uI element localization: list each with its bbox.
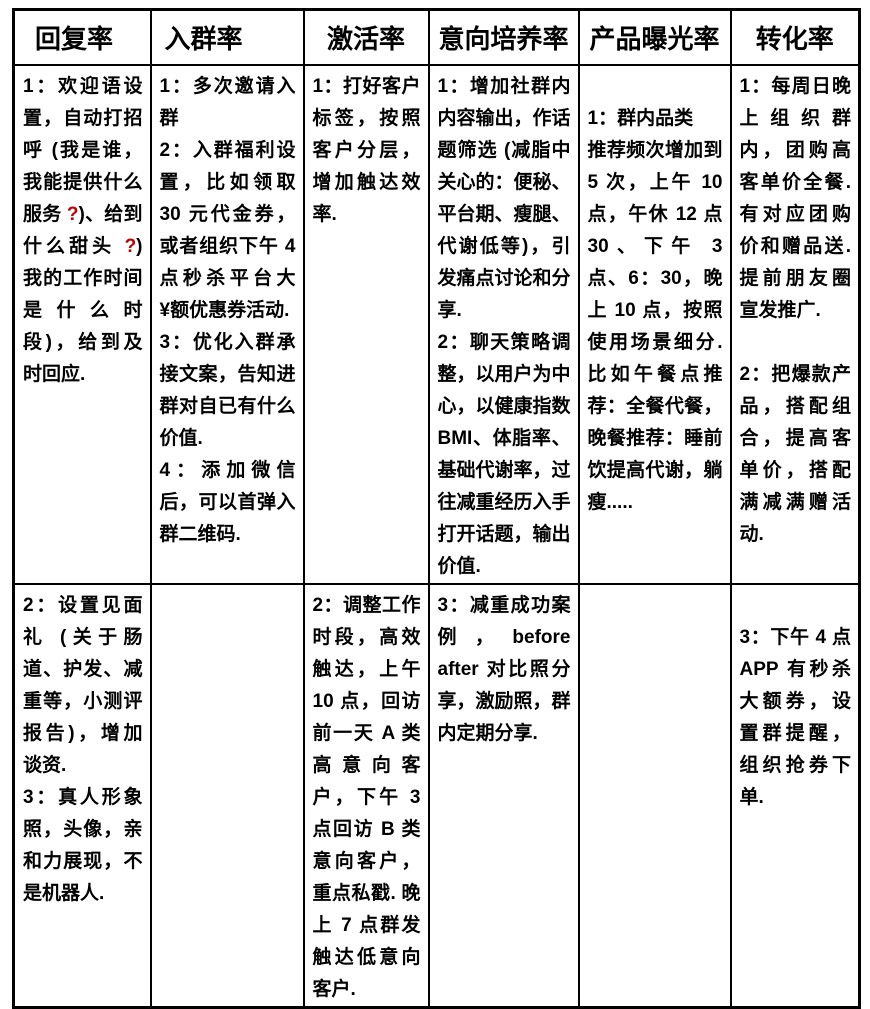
paragraph: 2：把爆款产品，搭配组合，提高客单价，搭配满减满赠活动.: [740, 359, 852, 551]
text-run: 1：每周日晚上组织群内，团购高客单价全餐. 有对应团购价和赠品送. 提前朋友圈宣…: [739, 76, 852, 321]
text-run: 2：调整工作时段，高效触达，上午 10 点，回访前一天 A 类高意向客户，下午 …: [312, 595, 421, 1000]
cell-activation-rate-row2: 2：调整工作时段，高效触达，上午 10 点，回访前一天 A 类高意向客户，下午 …: [302, 583, 430, 1009]
paragraph: 4：添加微信后，可以首弹入群二维码.: [160, 455, 296, 551]
document-page: 回复率 入群率 激活率 意向培养率 产品曝光率 转化率 1：欢迎语设置，自动打招呼 (我是…: [12, 8, 861, 1009]
text-run: 3：优化入群承接文案，告知进群对自已有什么价值.: [159, 332, 296, 449]
paragraph: 3：下午 4 点 APP 有秒杀大额券，设置群提醒，组织抢券下单.: [740, 622, 852, 814]
text-run: 3：真人形象照，头像，亲和力展现，不是机器人.: [23, 787, 143, 904]
cell-intent-cultivation-rate-row2: 3：减重成功案例，before after 对比照分享，激励照，群内定期分享.: [427, 583, 580, 1009]
paragraph: 2：入群福利设置，比如领取 30 元代金券，或者组织下午 4 点秒杀平台大 ¥额…: [160, 135, 296, 327]
column-header-conversion-rate: 转化率: [729, 8, 861, 66]
cell-reply-rate-row2: 2：设置见面礼 (关于肠道、护发、减重等，小测评报告)，增加谈资. 3：真人形象照…: [12, 583, 152, 1009]
text-run: 3：减重成功案例，before after 对比照分享，激励照，群内定期分享.: [437, 595, 571, 744]
cell-product-exposure-rate-row1: 1：群内品类推荐频次增加到 5 次，上午 10 点，午休 12 点 30、下午 …: [577, 64, 732, 585]
text-run: 2：入群福利设置，比如领取 30 元代金券，或者组织下午 4 点秒杀平台大 ¥额…: [159, 140, 296, 321]
text-run: 2：把爆款产品，搭配组合，提高客单价，搭配满减满赠活动.: [739, 364, 852, 545]
table-row-2: 2：设置见面礼 (关于肠道、护发、减重等，小测评报告)，增加谈资. 3：真人形象照…: [12, 583, 861, 1009]
paragraph: 3：真人形象照，头像，亲和力展现，不是机器人.: [23, 782, 143, 910]
paragraph: 1：每周日晚上组织群内，团购高客单价全餐. 有对应团购价和赠品送. 提前朋友圈宣…: [740, 71, 852, 327]
text-run: 3：下午 4 点 APP 有秒杀大额券，设置群提醒，组织抢券下单.: [739, 627, 852, 808]
text-run: 推荐频次增加到 5 次，上午 10 点，午休 12 点 30、下午 3 点、6：…: [587, 140, 723, 513]
red-question-mark: ?: [124, 236, 137, 257]
paragraph: 2：调整工作时段，高效触达，上午 10 点，回访前一天 A 类高意向客户，下午 …: [313, 590, 421, 1006]
text-run: 4：添加微信后，可以首弹入群二维码.: [159, 460, 296, 545]
text-run: 1：打好客户标签，按照客户分层，增加触达效率.: [312, 76, 421, 225]
paragraph: 2：设置见面礼 (关于肠道、护发、减重等，小测评报告)，增加谈资.: [23, 590, 143, 782]
cell-join-group-rate-row1: 1：多次邀请入群 2：入群福利设置，比如领取 30 元代金券，或者组织下午 4 点…: [149, 64, 305, 585]
cell-activation-rate-row1: 1：打好客户标签，按照客户分层，增加触达效率.: [302, 64, 430, 585]
text-run: 1：欢迎语设置，自动打招呼 (我是谁，我能提供什么服务: [23, 76, 143, 225]
paragraph: 1：欢迎语设置，自动打招呼 (我是谁，我能提供什么服务 ?)、给到什么甜头 ?)…: [23, 71, 143, 391]
cell-conversion-rate-row1: 1：每周日晚上组织群内，团购高客单价全餐. 有对应团购价和赠品送. 提前朋友圈宣…: [729, 64, 861, 585]
table-row-1: 1：欢迎语设置，自动打招呼 (我是谁，我能提供什么服务 ?)、给到什么甜头 ?)…: [12, 64, 861, 585]
column-header-product-exposure-rate: 产品曝光率: [577, 8, 732, 66]
text-run: )、给到什么甜头: [23, 204, 143, 257]
paragraph: 1：打好客户标签，按照客户分层，增加触达效率.: [313, 71, 421, 231]
text-run: 2：设置见面礼 (关于肠道、护发、减重等，小测评报告)，增加谈资.: [23, 595, 143, 776]
paragraph: 2：聊天策略调整，以用户为中心，以健康指数 BMI、体脂率、基础代谢率，过往减重…: [437, 327, 571, 582]
blank-line: [588, 71, 723, 103]
paragraph: 推荐频次增加到 5 次，上午 10 点，午休 12 点 30、下午 3 点、6：…: [588, 135, 723, 519]
text-run: 1：多次邀请入群: [159, 76, 296, 129]
text-run: 2：聊天策略调整，以用户为中心，以健康指数 BMI、体脂率、基础代谢率，过往减重…: [437, 332, 571, 577]
text-run: ) 我的工作时间是什么时段)，给到及时回应.: [23, 236, 143, 385]
paragraph: 1：群内品类: [588, 103, 723, 135]
cell-reply-rate-row1: 1：欢迎语设置，自动打招呼 (我是谁，我能提供什么服务 ?)、给到什么甜头 ?)…: [12, 64, 152, 585]
text-run: 1：群内品类: [587, 108, 694, 129]
header-row: 回复率 入群率 激活率 意向培养率 产品曝光率 转化率: [12, 8, 861, 66]
blank-line: [740, 590, 852, 622]
cell-join-group-rate-row2: [149, 583, 305, 1009]
metrics-table: 回复率 入群率 激活率 意向培养率 产品曝光率 转化率 1：欢迎语设置，自动打招呼 (我是…: [12, 8, 861, 1009]
paragraph: 3：减重成功案例，before after 对比照分享，激励照，群内定期分享.: [438, 590, 571, 750]
cell-intent-cultivation-rate-row1: 1：增加社群内内容输出，作话题筛选 (减脂中关心的：便秘、平台期、瘦腿、代谢低等…: [427, 64, 580, 585]
blank-line: [740, 327, 852, 359]
column-header-intent-cultivation-rate: 意向培养率: [427, 8, 580, 66]
column-header-join-group-rate: 入群率: [149, 8, 305, 66]
paragraph: 3：优化入群承接文案，告知进群对自已有什么价值.: [160, 327, 296, 455]
paragraph: 1：增加社群内内容输出，作话题筛选 (减脂中关心的：便秘、平台期、瘦腿、代谢低等…: [438, 71, 571, 327]
paragraph: 1：多次邀请入群: [160, 71, 296, 135]
column-header-activation-rate: 激活率: [302, 8, 430, 66]
red-question-mark: ?: [66, 204, 79, 225]
cell-conversion-rate-row2: 3：下午 4 点 APP 有秒杀大额券，设置群提醒，组织抢券下单.: [729, 583, 861, 1009]
cell-product-exposure-rate-row2: [577, 583, 732, 1009]
text-run: 1：增加社群内内容输出，作话题筛选 (减脂中关心的：便秘、平台期、瘦腿、代谢低等…: [437, 76, 571, 321]
column-header-reply-rate: 回复率: [12, 8, 152, 66]
